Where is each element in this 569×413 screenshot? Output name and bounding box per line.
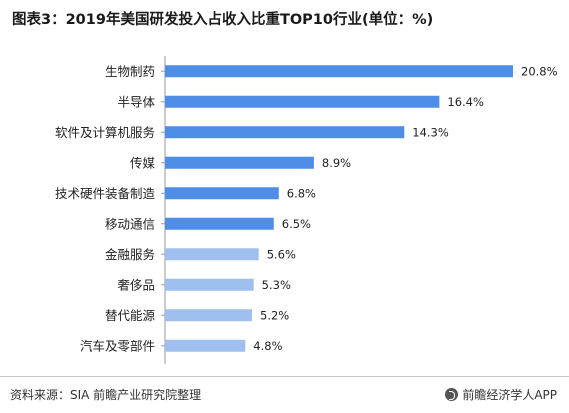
category-label: 半导体 (117, 94, 155, 109)
bar-4 (165, 156, 314, 169)
data-label: 5.2% (260, 308, 289, 322)
category-label: 移动通信 (105, 216, 155, 231)
bar-9 (165, 309, 252, 322)
category-label: 软件及计算机服务 (55, 125, 155, 140)
brand-logo-icon (445, 388, 459, 401)
data-label: 20.8% (521, 64, 558, 78)
bar-8 (165, 278, 254, 291)
category-label: 奢侈品 (117, 277, 155, 292)
data-label: 6.8% (287, 186, 316, 200)
bar-3 (165, 126, 405, 139)
category-label: 技术硬件装备制造 (55, 186, 156, 201)
data-label: 14.3% (412, 125, 449, 139)
bar-2 (165, 95, 440, 108)
chart-title: 图表3：2019年美国研发投入占收入比重TOP10行业(单位：%) (12, 12, 434, 28)
brand-credit: 前瞻经济学人APP (445, 386, 557, 403)
source-note: 资料来源：SIA 前瞻产业研究院整理 (10, 388, 202, 402)
brand-name: 前瞻经济学人APP (462, 388, 557, 402)
category-label: 替代能源 (105, 308, 156, 323)
data-label: 4.8% (253, 339, 282, 353)
category-label: 汽车及零部件 (80, 338, 155, 353)
category-label: 传媒 (130, 155, 156, 170)
bar-chart: 生物制药 20.8% 半导体 16.4% 软件及计算机服务 14.3% 传媒 8.9% 技术硬件… (55, 56, 558, 364)
data-label: 5.3% (262, 278, 291, 292)
bar-10 (165, 339, 246, 352)
data-label: 16.4% (447, 95, 484, 109)
category-label: 生物制药 (105, 64, 155, 79)
footer: 资料来源：SIA 前瞻产业研究院整理 前瞻经济学人APP (0, 376, 569, 413)
bar-6 (165, 217, 274, 230)
data-label: 8.9% (322, 156, 351, 170)
data-label: 6.5% (282, 217, 311, 231)
bar-1 (165, 65, 513, 78)
data-label: 5.6% (267, 247, 296, 261)
bar-5 (165, 187, 279, 200)
category-label: 金融服务 (105, 247, 155, 262)
bar-7 (165, 248, 259, 261)
